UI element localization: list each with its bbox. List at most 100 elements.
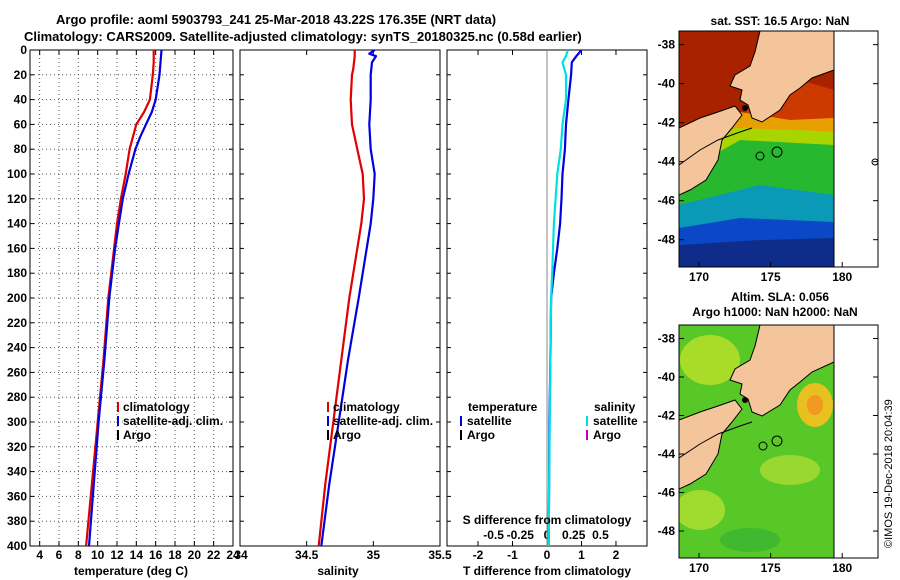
south-island [679, 105, 743, 196]
s-diff-xlabel: S difference from climatology [463, 513, 632, 527]
temperature-tick-label: 12 [110, 548, 124, 562]
argo-position-marker [742, 105, 748, 111]
legend-satellite: satellite-adj. clim. [123, 414, 223, 428]
temperature-grid [30, 50, 233, 546]
legend-s-argo: Argo [593, 428, 621, 442]
s-diff-tick-label: 0.25 [562, 528, 586, 542]
t-diff-tick-label: -2 [473, 548, 484, 562]
depth-tick-label: 80 [14, 142, 28, 156]
north-island [729, 325, 835, 417]
temperature-tick-label: 22 [207, 548, 221, 562]
temperature-legend: climatology satellite-adj. clim. Argo [117, 400, 223, 442]
sla-map-axes: -38 -40 -42 -44 -46 -48 170 175 180 [658, 331, 878, 575]
chatham-contour [771, 435, 783, 447]
sla-light-patch [760, 455, 820, 485]
depth-tick-label: 360 [7, 489, 27, 503]
temperature-tick-label: 18 [168, 548, 182, 562]
chatham-contour [758, 441, 768, 451]
map-lon-label: 170 [689, 270, 709, 284]
map-lat-label: -48 [658, 524, 676, 538]
t-diff-tick-label: -1 [507, 548, 518, 562]
depth-tick-label: 40 [14, 93, 28, 107]
temperature-tick-label: 10 [91, 548, 105, 562]
map-lat-label: -44 [658, 447, 676, 461]
temperature-tick-label: 16 [149, 548, 163, 562]
depth-tick-label: 380 [7, 514, 27, 528]
legend-t-satellite: satellite [467, 414, 512, 428]
legend-t-argo: Argo [467, 428, 495, 442]
map-lon-label: 180 [832, 270, 852, 284]
s-diff-tick-label: -0.25 [507, 528, 535, 542]
legend-argo: Argo [333, 428, 361, 442]
depth-tick-label: 220 [7, 316, 27, 330]
depth-tick-label: 260 [7, 365, 27, 379]
temperature-tick-label: 8 [75, 548, 82, 562]
map-lat-label: -42 [658, 409, 676, 423]
map-lon-label: 180 [832, 561, 852, 575]
chatham-contour [771, 146, 783, 158]
depth-tick-label: 20 [14, 68, 28, 82]
sst-deep-blue-band [679, 238, 834, 267]
depth-tick-label: 180 [7, 266, 27, 280]
bathymetry-contour [679, 127, 753, 166]
island-contour [871, 158, 878, 166]
chatham-contour [755, 151, 765, 161]
sst-map-frame [678, 30, 879, 268]
salinity-series [317, 50, 378, 546]
salinity-panel-frame [239, 49, 441, 547]
temperature-tick-label: 20 [188, 548, 202, 562]
sla-map-frame [678, 324, 879, 559]
sla-map [679, 325, 878, 558]
depth-tick-label: 300 [7, 415, 27, 429]
difference-legend: temperature satellite Argo salinity sate… [460, 400, 638, 442]
depth-tick-label: 240 [7, 341, 27, 355]
page-title-2: Climatology: CARS2009. Satellite-adjuste… [24, 29, 582, 44]
salinity-tick-label: 35 [367, 548, 381, 562]
north-island [729, 31, 835, 123]
bathymetry-contour [679, 421, 753, 459]
imos-credit: ©IMOS 19-Dec-2018 20:04:39 [883, 399, 895, 548]
sst-map-axes: -38 -40 -42 -44 -46 -48 170 175 180 [658, 38, 878, 284]
depth-tick-label: 60 [14, 117, 28, 131]
depth-tick-label: 320 [7, 440, 27, 454]
legend-s-satellite: satellite [593, 414, 638, 428]
argo-position-marker [742, 397, 748, 403]
legend-climatology: climatology [123, 400, 190, 414]
map-lat-label: -46 [658, 486, 676, 500]
sla-map-title-2: Argo h1000: NaN h2000: NaN [692, 305, 857, 319]
temperature-panel-frame [29, 49, 234, 547]
s-diff-x-axis: -0.5-0.2500.250.5 [483, 528, 609, 542]
temperature-series [85, 50, 163, 546]
salinity-climatology-line [317, 50, 366, 546]
s-diff-tick-label: -0.5 [483, 528, 504, 542]
depth-tick-label: 120 [7, 192, 27, 206]
legend-climatology: climatology [333, 400, 400, 414]
sla-dark-patch [720, 528, 780, 552]
depth-tick-label: 140 [7, 217, 27, 231]
salinity-tick-label: 35.5 [428, 548, 452, 562]
temperature-satellite-adj-clim--line [87, 50, 163, 546]
map-lat-label: -40 [658, 77, 676, 91]
depth-tick-label: 160 [7, 241, 27, 255]
south-island [679, 399, 743, 490]
depth-axis: 0 20 40 60 80 100 120 140 160 180 200 220 240 260 280 3… [7, 43, 647, 553]
legend-satellite: satellite-adj. clim. [333, 414, 433, 428]
depth-tick-label: 280 [7, 390, 27, 404]
t-diff-tick-label: 1 [578, 548, 585, 562]
sla-nodata [834, 325, 878, 558]
map-lon-label: 175 [761, 561, 781, 575]
salinity-x-axis: 34.5 35 35.5 34 [234, 50, 452, 562]
sla-light-patch [679, 490, 725, 530]
salinity-satellite-adj-clim--line [320, 50, 378, 546]
temperature-tick-label: 6 [56, 548, 63, 562]
depth-tick-label: 200 [7, 291, 27, 305]
s-diff-tick-label: 0.5 [592, 528, 609, 542]
legend-salinity-title: salinity [594, 400, 636, 414]
map-lat-label: -48 [658, 233, 676, 247]
depth-tick-label: 340 [7, 465, 27, 479]
page-title-1: Argo profile: aoml 5903793_241 25-Mar-20… [56, 12, 497, 27]
depth-tick-label: 0 [20, 43, 27, 57]
map-lat-label: -46 [658, 194, 676, 208]
map-lon-label: 170 [689, 561, 709, 575]
map-lon-label: 175 [761, 270, 781, 284]
